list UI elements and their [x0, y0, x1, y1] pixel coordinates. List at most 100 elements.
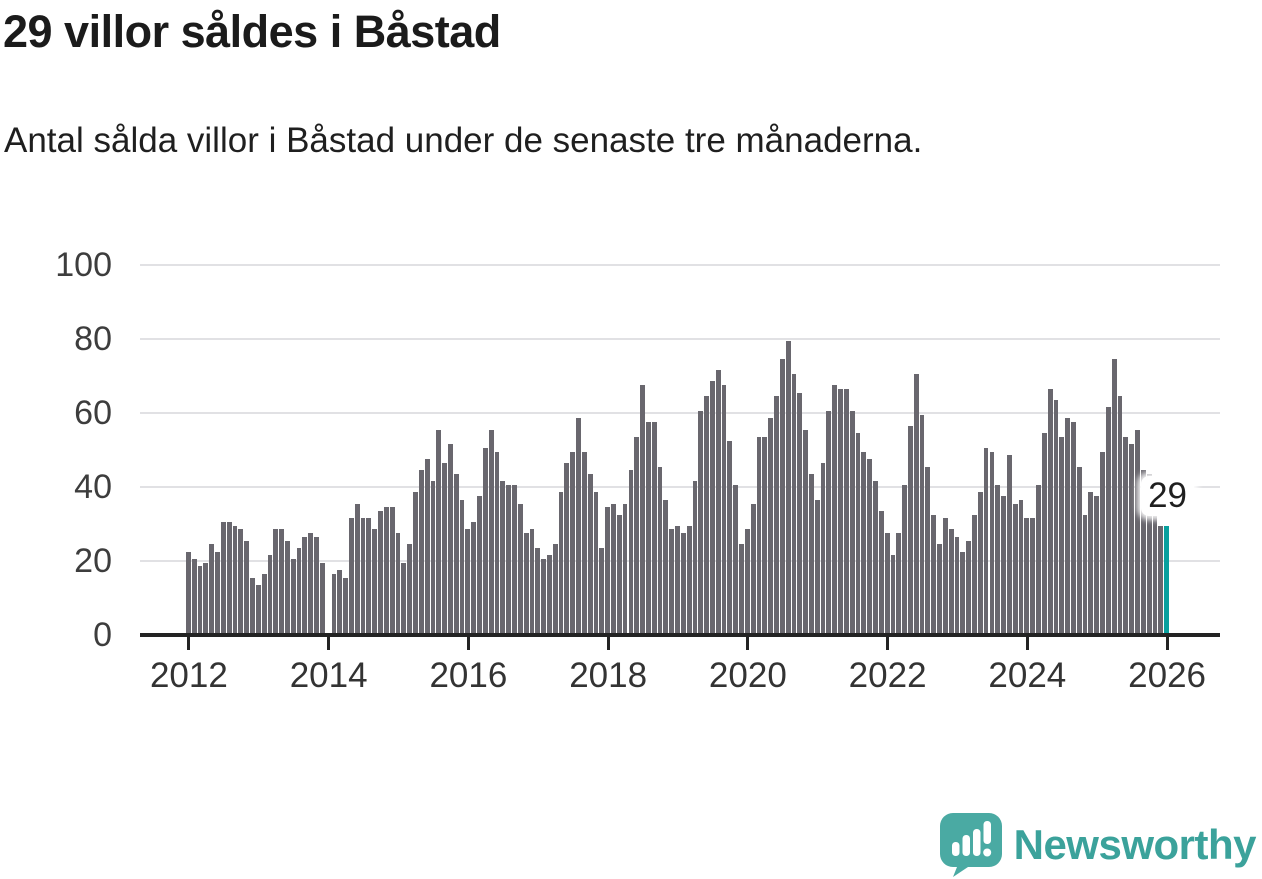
bar: [267, 555, 273, 633]
bar: [354, 503, 360, 633]
bar: [768, 418, 774, 633]
y-axis-tick-label: 60: [74, 394, 112, 432]
gridline: [140, 264, 1220, 266]
x-axis-tick: [466, 637, 470, 650]
bar: [931, 514, 937, 633]
newsworthy-wordmark: Newsworthy: [1013, 821, 1257, 868]
bar: [465, 529, 471, 633]
bar: [279, 529, 284, 633]
bar: [453, 473, 459, 633]
bar: [814, 499, 820, 633]
page-title: 29 villor såldes i Båstad: [3, 6, 501, 57]
x-axis-tick: [746, 637, 750, 650]
bar: [1024, 518, 1030, 633]
bar: [337, 570, 343, 633]
bar: [1059, 436, 1065, 633]
highlighted-bar: [1164, 525, 1169, 633]
bar: [209, 544, 215, 633]
bar: [721, 385, 727, 633]
bar: [1012, 503, 1018, 633]
gridline: [140, 560, 1220, 562]
gridline: [140, 338, 1220, 340]
bar: [1123, 436, 1129, 633]
x-axis-tick-label: 2014: [289, 656, 368, 695]
bar: [826, 411, 832, 633]
bar: [704, 396, 709, 633]
bar: [482, 448, 488, 633]
bar: [657, 466, 663, 633]
bar: [762, 436, 768, 633]
bar: [448, 444, 453, 633]
gridline: [140, 412, 1220, 414]
bar: [1135, 429, 1140, 633]
bar: [803, 429, 808, 633]
bar: [1146, 473, 1152, 633]
bar: [471, 522, 477, 633]
bar: [378, 510, 383, 633]
bar: [319, 562, 325, 633]
bar: [896, 533, 902, 633]
bar: [966, 540, 972, 633]
bar: [290, 559, 296, 633]
bar: [849, 411, 855, 633]
bar: [570, 451, 576, 633]
bar: [541, 559, 546, 633]
newsworthy-speech-bubble-chart-icon: [939, 813, 1002, 877]
bar: [611, 503, 616, 633]
bar: [576, 418, 581, 633]
bar: [756, 436, 762, 633]
bar: [861, 451, 867, 633]
x-axis-tick: [606, 637, 610, 650]
x-axis-line: [140, 633, 1220, 637]
bar: [552, 544, 558, 633]
bar: [820, 462, 826, 633]
bar: [733, 485, 739, 633]
bar: [383, 507, 389, 633]
bar: [1082, 514, 1088, 633]
bar: [343, 577, 349, 633]
bar: [197, 566, 203, 633]
y-axis-tick-label: 0: [93, 616, 112, 654]
bar: [302, 536, 308, 633]
bar: [186, 551, 191, 633]
bar: [244, 540, 250, 633]
bar: [1140, 470, 1146, 633]
bar: [424, 459, 430, 633]
bar: [488, 429, 494, 633]
bar: [873, 481, 878, 633]
bar: [843, 388, 849, 633]
bar: [191, 559, 197, 633]
bar: [989, 451, 995, 633]
bar: [948, 529, 954, 633]
bar: [628, 470, 634, 633]
bar: [750, 503, 756, 633]
bar: [593, 492, 599, 633]
bar: [523, 533, 529, 633]
bar: [1065, 418, 1070, 633]
bar: [255, 584, 261, 633]
x-axis-tick: [327, 637, 331, 650]
bar: [797, 392, 803, 633]
bar: [226, 522, 232, 633]
bar: [366, 518, 372, 633]
bar: [442, 462, 447, 633]
x-axis-tick-label: 2016: [429, 656, 508, 695]
bar: [744, 529, 750, 633]
x-axis-tick-label: 2022: [848, 656, 927, 695]
bar: [238, 529, 244, 633]
bar: [436, 429, 442, 633]
chart-subtitle: Antal sålda villor i Båstad under de sen…: [4, 121, 923, 160]
bar: [535, 547, 541, 633]
y-axis-tick-label: 80: [74, 320, 112, 358]
bar: [500, 481, 506, 633]
bar: [1071, 422, 1076, 633]
bar: [1018, 499, 1024, 633]
bar: [581, 451, 587, 633]
bar: [727, 440, 733, 633]
bar: [203, 562, 209, 633]
newsworthy-logo: Newsworthy: [939, 813, 1257, 877]
bar: [430, 481, 436, 633]
bar: [1117, 396, 1123, 633]
bar: [395, 533, 401, 633]
